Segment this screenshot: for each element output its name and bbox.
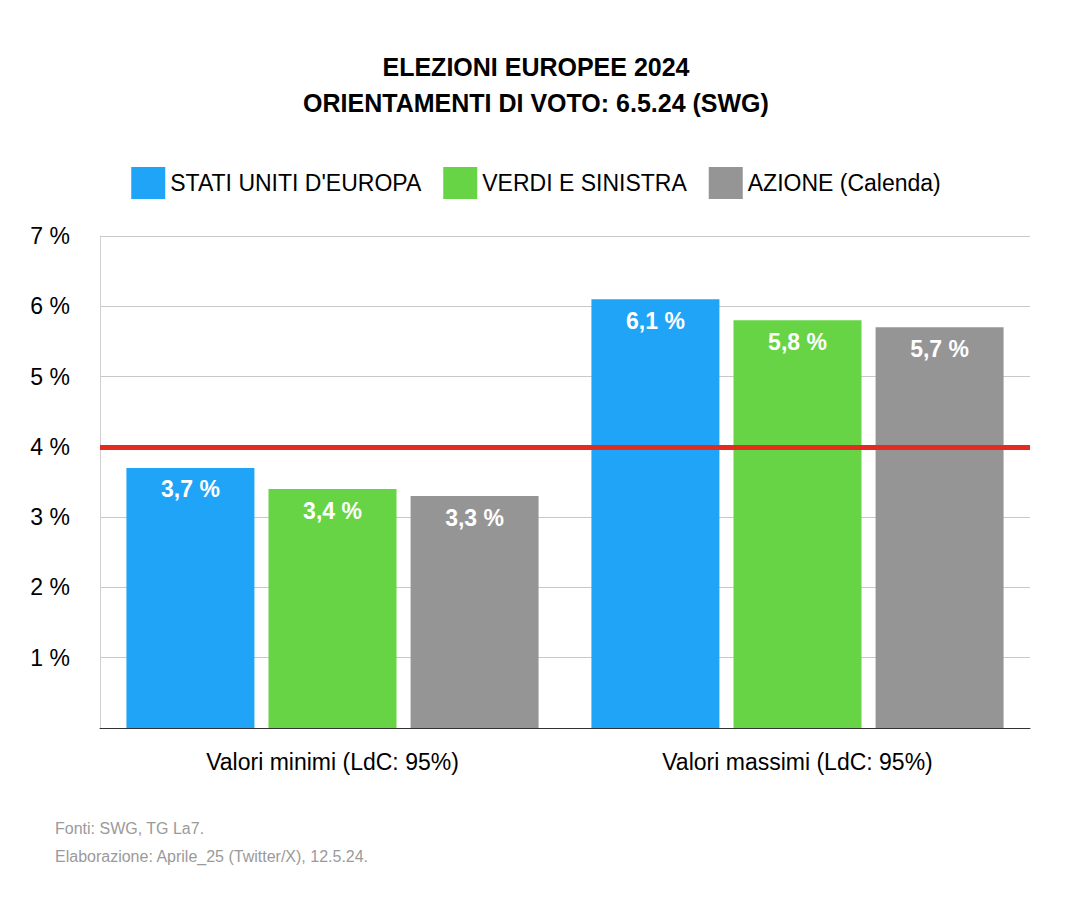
svg-text:Valori massimi (LdC: 95%): Valori massimi (LdC: 95%) xyxy=(662,749,933,775)
svg-text:4 %: 4 % xyxy=(30,434,70,460)
svg-text:ELEZIONI EUROPEE 2024: ELEZIONI EUROPEE 2024 xyxy=(382,53,689,81)
svg-text:3,4 %: 3,4 % xyxy=(303,498,362,524)
svg-text:2 %: 2 % xyxy=(30,574,70,600)
svg-text:ORIENTAMENTI DI VOTO: 6.5.24 (: ORIENTAMENTI DI VOTO: 6.5.24 (SWG) xyxy=(303,89,769,117)
svg-text:5 %: 5 % xyxy=(30,364,70,390)
svg-text:3,7 %: 3,7 % xyxy=(161,476,220,502)
svg-text:Fonti: SWG, TG La7.: Fonti: SWG, TG La7. xyxy=(55,820,204,837)
svg-text:AZIONE (Calenda): AZIONE (Calenda) xyxy=(748,170,941,196)
svg-text:3,3 %: 3,3 % xyxy=(445,505,504,531)
svg-text:6 %: 6 % xyxy=(30,293,70,319)
svg-text:5,8 %: 5,8 % xyxy=(768,329,827,355)
svg-text:3 %: 3 % xyxy=(30,504,70,530)
svg-text:STATI UNITI D'EUROPA: STATI UNITI D'EUROPA xyxy=(170,170,422,196)
svg-text:7 %: 7 % xyxy=(30,223,70,249)
svg-text:Valori minimi (LdC: 95%): Valori minimi (LdC: 95%) xyxy=(206,749,459,775)
svg-text:VERDI E SINISTRA: VERDI E SINISTRA xyxy=(482,170,687,196)
svg-text:1 %: 1 % xyxy=(30,645,70,671)
svg-text:5,7 %: 5,7 % xyxy=(910,336,969,362)
svg-text:6,1 %: 6,1 % xyxy=(626,308,685,334)
svg-text:Elaborazione: Aprile_25 (Twitt: Elaborazione: Aprile_25 (Twitter/X), 12.… xyxy=(55,848,368,866)
